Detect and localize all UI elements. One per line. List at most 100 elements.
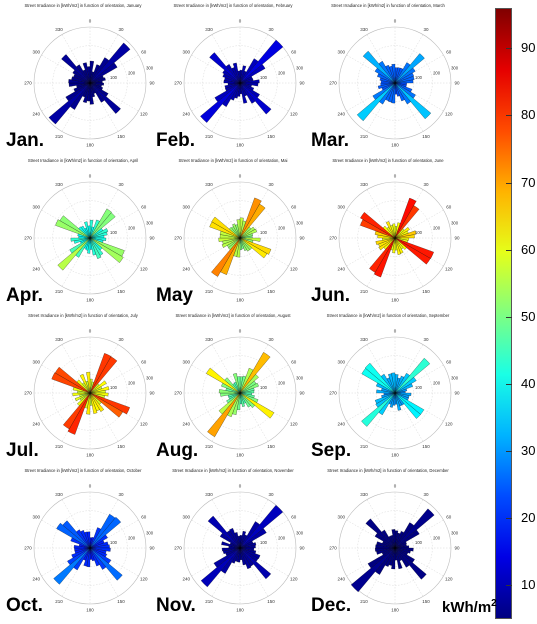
angle-tick-label: 210 [205,444,213,449]
angle-tick-label: 120 [290,577,298,582]
angle-tick-label: 180 [391,608,399,613]
angle-tick-label: 300 [33,360,41,365]
radius-tick-label: 300 [296,376,304,381]
angle-tick-label: 300 [33,205,41,210]
angle-tick-label: 330 [55,27,63,32]
radius-tick-label: 100 [415,540,423,545]
polar-bar [237,70,241,84]
colorbar-tick-mark [506,585,512,587]
angle-tick-label: 300 [183,515,191,520]
polar-bar [224,377,241,394]
angle-tick-label: 90 [454,236,460,241]
polar-bar [62,520,91,549]
angle-tick-label: 300 [338,360,346,365]
colorbar-tick-label: 90 [521,40,536,56]
polar-bar [239,374,259,394]
polar-bar [207,392,241,438]
polar-bar [394,508,435,549]
polar-bar [377,82,396,90]
polar-bar [385,64,396,84]
angle-tick-label: 0 [89,19,92,24]
polar-bar [394,82,405,102]
panel-jan: Street Irradiance in [kWh/m2] in functio… [3,3,163,153]
angle-tick-label: 210 [55,134,63,139]
angle-tick-label: 0 [239,329,242,334]
polar-bar [391,372,396,394]
angle-tick-label: 60 [446,360,452,365]
angle-tick-label: 210 [360,289,368,294]
angle-tick-label: 120 [445,267,453,272]
polar-bar [229,227,241,239]
polar-bar [394,377,417,394]
polar-bar [394,230,417,239]
polar-bar [74,392,91,402]
polar-bar [239,547,272,580]
polar-bar [239,82,256,104]
radius-tick-label: 300 [451,376,459,381]
polar-bar [239,228,258,239]
polar-bar [89,517,121,549]
angle-tick-label: 0 [89,484,92,489]
polar-bar [69,237,91,254]
polar-bar [232,373,241,394]
polar-bar [67,392,91,435]
angle-tick-label: 150 [267,134,275,139]
angle-tick-label: 90 [299,236,305,241]
polar-bar [61,54,91,84]
angle-tick-label: 90 [149,236,155,241]
panel-title: Street Irradiance in [kWh/m2] in functio… [24,3,142,8]
panel-sep: Street Irradiance in [kWh/m2] in functio… [308,313,468,463]
polar-bar [234,532,241,549]
angle-tick-label: 120 [290,112,298,117]
radius-tick-label: 200 [278,535,286,540]
polar-bar [239,237,272,255]
polar-bar [378,61,396,84]
colorbar-unit-sup: 2 [491,598,497,609]
polar-bar [394,72,414,84]
colorbar-tick-label: 50 [521,308,536,324]
angle-tick-label: 30 [118,182,124,187]
angle-tick-label: 210 [205,134,213,139]
polar-bar [89,547,95,562]
angle-tick-label: 330 [205,337,213,342]
polar-plot: 0 30 60 90 120 150 180 210 240 270 300 330 100 200 300 [329,174,460,303]
angle-tick-label: 240 [338,422,346,427]
angle-tick-label: 60 [446,515,452,520]
polar-bar [87,531,91,549]
polar-bar [237,535,241,549]
angle-tick-label: 150 [422,134,430,139]
polar-bar [394,547,427,580]
angle-tick-label: 150 [422,599,430,604]
angle-tick-label: 330 [205,182,213,187]
polar-bar [394,392,405,406]
radius-tick-label: 200 [128,535,136,540]
polar-bar [239,390,255,394]
radius-tick-label: 100 [110,230,118,235]
angle-tick-label: 210 [360,444,368,449]
angle-tick-label: 180 [236,608,244,613]
polar-bar [228,237,241,250]
polar-bar [239,392,275,419]
polar-bar [374,392,396,404]
angle-tick-label: 90 [299,546,305,551]
polar-bar [394,392,421,419]
polar-bar [239,392,245,407]
angle-tick-label: 150 [117,444,125,449]
colorbar-tick-label: 40 [521,376,536,391]
polar-bar [226,392,241,404]
polar-bar [89,353,112,394]
angle-tick-label: 210 [55,444,63,449]
radius-tick-label: 300 [146,66,154,71]
polar-bar [211,237,241,277]
polar-bar [378,237,396,251]
polar-bar [367,547,396,569]
colorbar-tick-label: 10 [521,577,536,593]
polar-bar [394,541,407,549]
angle-tick-label: 180 [86,453,94,458]
polar-bar [239,542,257,549]
polar-bar [89,237,102,259]
angle-tick-label: 210 [205,599,213,604]
panel-title: Street Irradiance in [kWh/m2] in functio… [327,468,449,473]
polar-bar [76,64,91,84]
angle-tick-label: 240 [33,577,41,582]
